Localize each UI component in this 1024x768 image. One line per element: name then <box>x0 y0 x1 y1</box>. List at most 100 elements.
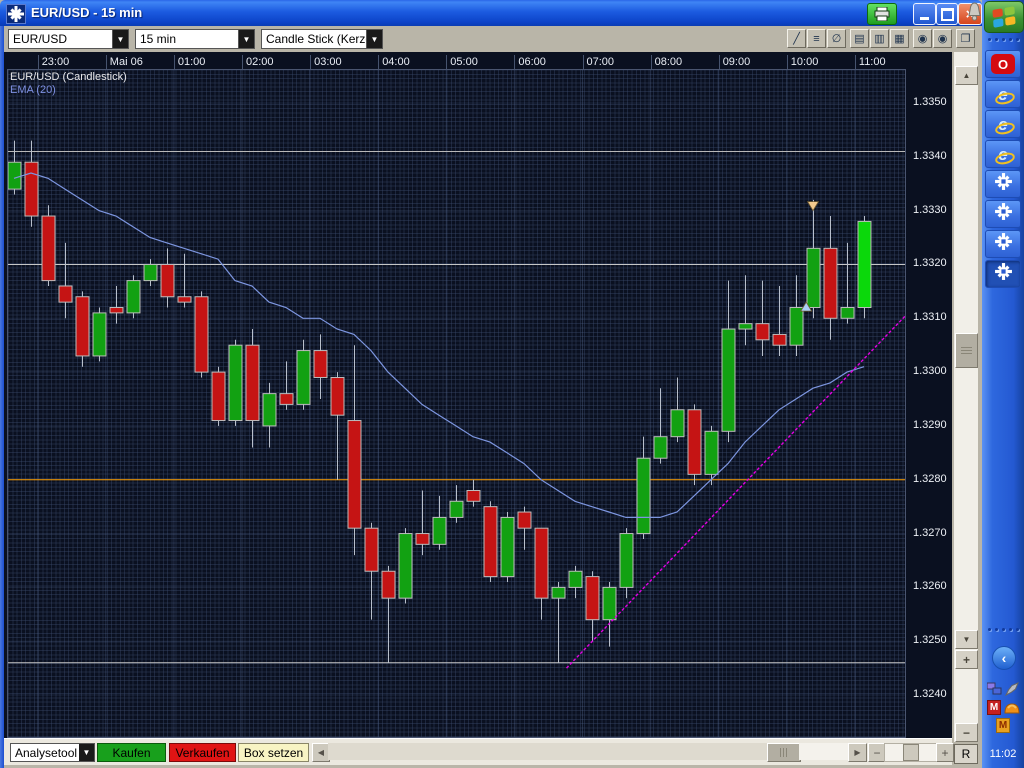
chart-app-icon <box>994 232 1013 256</box>
candle <box>704 430 719 475</box>
scroll-down-button[interactable]: ▼ <box>955 630 978 649</box>
candle <box>738 323 753 330</box>
price-label: 1.3280 <box>913 472 947 485</box>
candle <box>466 490 481 502</box>
tray-network[interactable] <box>986 681 1002 697</box>
maximize-button[interactable] <box>936 3 958 25</box>
taskbar-button-chart-app[interactable] <box>985 170 1021 198</box>
zoom-out-vertical-button[interactable]: − <box>955 723 978 742</box>
candle <box>721 328 736 432</box>
symbol-select[interactable]: EUR/USD ▼ <box>8 29 129 49</box>
hide-tray-icons-button[interactable]: ‹ <box>992 646 1016 670</box>
taskbar-button-ie[interactable]: e <box>985 140 1021 168</box>
candle <box>177 296 192 303</box>
taskbar-clock[interactable]: 11:02 <box>989 748 1017 760</box>
candle <box>8 161 22 190</box>
title-bar[interactable]: EUR/USD - 15 min × <box>0 0 982 26</box>
tray-hamster[interactable] <box>1004 699 1020 715</box>
clear-drawings-icon[interactable]: ∅ <box>827 29 846 48</box>
price-label: 1.3340 <box>913 149 947 162</box>
candle <box>75 296 90 357</box>
maximize-icon <box>940 7 954 21</box>
chevron-down-icon[interactable]: ▼ <box>112 30 128 48</box>
time-label: 02:00 <box>246 56 274 68</box>
zoom-out-horizontal-button[interactable]: − <box>868 743 886 762</box>
time-tick <box>650 55 652 70</box>
app-window: EUR/USD - 15 min × EUR/USD ▼ 15 min ▼ <box>0 0 982 768</box>
list-style-1-icon[interactable]: ▤ <box>850 29 869 48</box>
price-label: 1.3270 <box>913 526 947 539</box>
chevron-down-icon[interactable]: ▼ <box>79 744 94 761</box>
horizontal-scroll-thumb[interactable] <box>767 743 801 762</box>
taskbar-button-ie[interactable]: e <box>985 110 1021 138</box>
candle <box>41 215 56 282</box>
price-chart[interactable] <box>8 70 905 737</box>
candle <box>568 570 583 588</box>
trendline-tool-icon[interactable]: ╱ <box>787 29 806 48</box>
start-button[interactable] <box>984 1 1024 33</box>
time-label: 07:00 <box>586 56 615 68</box>
taskbar-button-chart-app[interactable] <box>985 260 1021 288</box>
zoom-in-vertical-button[interactable]: + <box>955 650 978 669</box>
print-button[interactable] <box>867 3 897 25</box>
chevron-down-icon[interactable]: ▼ <box>238 30 254 48</box>
chart-panel: 23:00 Mai 06 01:00 02:00 03:00 04:00 05:00 06:0… <box>4 52 952 738</box>
candle <box>58 285 73 303</box>
sell-button[interactable]: Verkaufen <box>169 743 236 762</box>
charttype-select[interactable]: Candle Stick (Kerzen ▼ <box>261 29 383 49</box>
time-label: 09:00 <box>722 56 751 68</box>
candle <box>636 457 651 535</box>
candle <box>483 506 498 578</box>
analysetool-select[interactable]: Analysetool ▼ <box>10 743 95 762</box>
horizontal-line-tool-icon[interactable]: ≡ <box>807 29 826 48</box>
cascade-windows-icon[interactable]: ❐ <box>956 29 975 48</box>
sphere-1-icon[interactable]: ◉ <box>913 29 932 48</box>
scroll-right-button[interactable]: ▶ <box>848 743 867 762</box>
box-setzen-button[interactable]: Box setzen <box>238 743 309 762</box>
candle <box>670 409 685 438</box>
candle <box>160 263 175 298</box>
tray-rocket[interactable] <box>1004 681 1020 697</box>
zoom-slider-track[interactable] <box>884 743 938 762</box>
taskbar-drag-handle[interactable] <box>988 38 1019 41</box>
scroll-up-button[interactable]: ▲ <box>955 66 978 85</box>
candle <box>789 307 804 346</box>
sphere-2-icon[interactable]: ◉ <box>933 29 952 48</box>
bottom-toolbar: Analysetool ▼ Kaufen Verkaufen Box setze… <box>4 738 954 765</box>
zoom-in-horizontal-button[interactable]: + <box>936 743 954 762</box>
candle <box>126 280 141 314</box>
tray-drag-handle[interactable] <box>988 628 1019 631</box>
horizontal-scroll-track[interactable] <box>328 743 767 760</box>
price-label: 1.3350 <box>913 96 947 108</box>
interval-select[interactable]: 15 min ▼ <box>135 29 255 49</box>
reset-view-button[interactable]: R <box>954 744 978 764</box>
taskbar-button-ie[interactable]: e <box>985 80 1021 108</box>
taskbar-button-chart-app[interactable] <box>985 200 1021 228</box>
time-label: 08:00 <box>654 56 683 68</box>
tray-m-orange[interactable]: M <box>995 717 1011 733</box>
horizontal-scroll-track[interactable] <box>799 743 848 760</box>
minimize-button[interactable] <box>913 3 936 25</box>
time-label: 10:00 <box>790 56 819 68</box>
time-label: Mai 06 <box>109 56 143 68</box>
vertical-scrollbar[interactable]: ▲ ▼ + − <box>954 52 978 742</box>
list-style-3-icon[interactable]: ▦ <box>890 29 909 48</box>
candle <box>245 344 260 422</box>
time-label: 11:00 <box>858 56 886 68</box>
candle <box>857 220 872 309</box>
chevron-down-icon[interactable]: ▼ <box>366 30 382 48</box>
taskbar-button-chart-app[interactable] <box>985 230 1021 258</box>
vertical-scroll-thumb[interactable] <box>955 333 978 368</box>
zoom-slider-thumb[interactable] <box>903 744 919 761</box>
tray-m-red[interactable]: M <box>986 699 1002 715</box>
hamster-icon <box>1004 702 1020 713</box>
analysetool-value: Analysetool <box>15 745 78 760</box>
list-style-2-icon[interactable]: ▥ <box>870 29 889 48</box>
bell-icon <box>966 2 983 27</box>
buy-button[interactable]: Kaufen <box>97 743 166 762</box>
taskbar-button-opera[interactable]: O <box>985 50 1021 78</box>
time-label: 03:00 <box>314 56 342 68</box>
candle <box>534 527 549 599</box>
time-tick <box>786 55 788 70</box>
